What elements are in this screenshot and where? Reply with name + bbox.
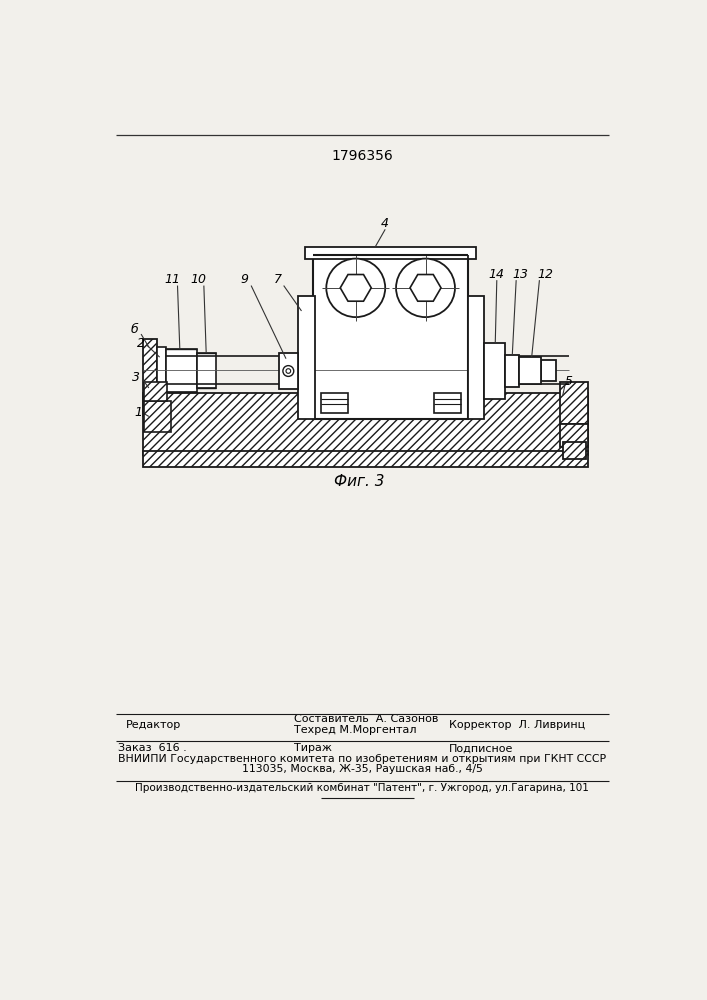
Bar xyxy=(279,353,298,389)
Bar xyxy=(541,360,556,381)
Bar xyxy=(298,296,315,419)
Bar xyxy=(468,296,484,419)
Text: Составитель  А. Сазонов: Составитель А. Сазонов xyxy=(293,714,438,724)
Text: ВНИИПИ Государственного комитета по изобретениям и открытиям при ГКНТ СССР: ВНИИПИ Государственного комитета по изоб… xyxy=(118,754,606,764)
Bar xyxy=(559,382,588,424)
Text: 11: 11 xyxy=(164,273,180,286)
Text: 14: 14 xyxy=(489,267,505,280)
Bar xyxy=(144,382,168,401)
Text: 13: 13 xyxy=(512,267,528,280)
Text: 7: 7 xyxy=(274,273,282,286)
Circle shape xyxy=(286,369,291,373)
Bar xyxy=(143,339,156,416)
Circle shape xyxy=(396,259,455,317)
Bar xyxy=(166,349,197,392)
Bar xyxy=(484,343,506,399)
Bar xyxy=(143,451,588,466)
Text: 113035, Москва, Ж-35, Раушская наб., 4/5: 113035, Москва, Ж-35, Раушская наб., 4/5 xyxy=(242,764,482,774)
Bar xyxy=(519,357,541,384)
Text: Подписное: Подписное xyxy=(449,743,513,753)
Bar xyxy=(313,255,468,419)
Text: Тираж: Тираж xyxy=(293,743,332,753)
Text: 2: 2 xyxy=(137,337,145,350)
Text: 1796356: 1796356 xyxy=(331,149,393,163)
Bar xyxy=(321,393,348,413)
Polygon shape xyxy=(410,275,441,301)
Bar xyxy=(143,393,588,455)
Text: б: б xyxy=(131,323,139,336)
Text: 4: 4 xyxy=(381,217,389,230)
Bar xyxy=(197,353,216,388)
Polygon shape xyxy=(340,275,371,301)
Text: 3: 3 xyxy=(132,371,141,384)
Text: 9: 9 xyxy=(241,273,249,286)
Text: Техред М.Моргентал: Техред М.Моргентал xyxy=(293,725,416,735)
Bar xyxy=(563,442,586,459)
Text: 5: 5 xyxy=(565,375,573,388)
Bar xyxy=(506,355,519,387)
Text: 10: 10 xyxy=(190,273,206,286)
Circle shape xyxy=(327,259,385,317)
Bar xyxy=(434,393,461,413)
Text: Корректор  Л. Ливринц: Корректор Л. Ливринц xyxy=(449,720,585,730)
Text: Производственно-издательский комбинат "Патент", г. Ужгород, ул.Гагарина, 101: Производственно-издательский комбинат "П… xyxy=(135,783,589,793)
Bar xyxy=(559,424,588,447)
Text: Фиг. 3: Фиг. 3 xyxy=(334,474,385,489)
Bar xyxy=(144,401,171,432)
Circle shape xyxy=(283,366,293,376)
Bar xyxy=(305,247,476,259)
Bar xyxy=(156,347,166,409)
Text: Заказ  616 .: Заказ 616 . xyxy=(118,743,187,753)
Text: 1: 1 xyxy=(135,406,143,419)
Text: 12: 12 xyxy=(537,267,554,280)
Text: Редактор: Редактор xyxy=(126,720,181,730)
